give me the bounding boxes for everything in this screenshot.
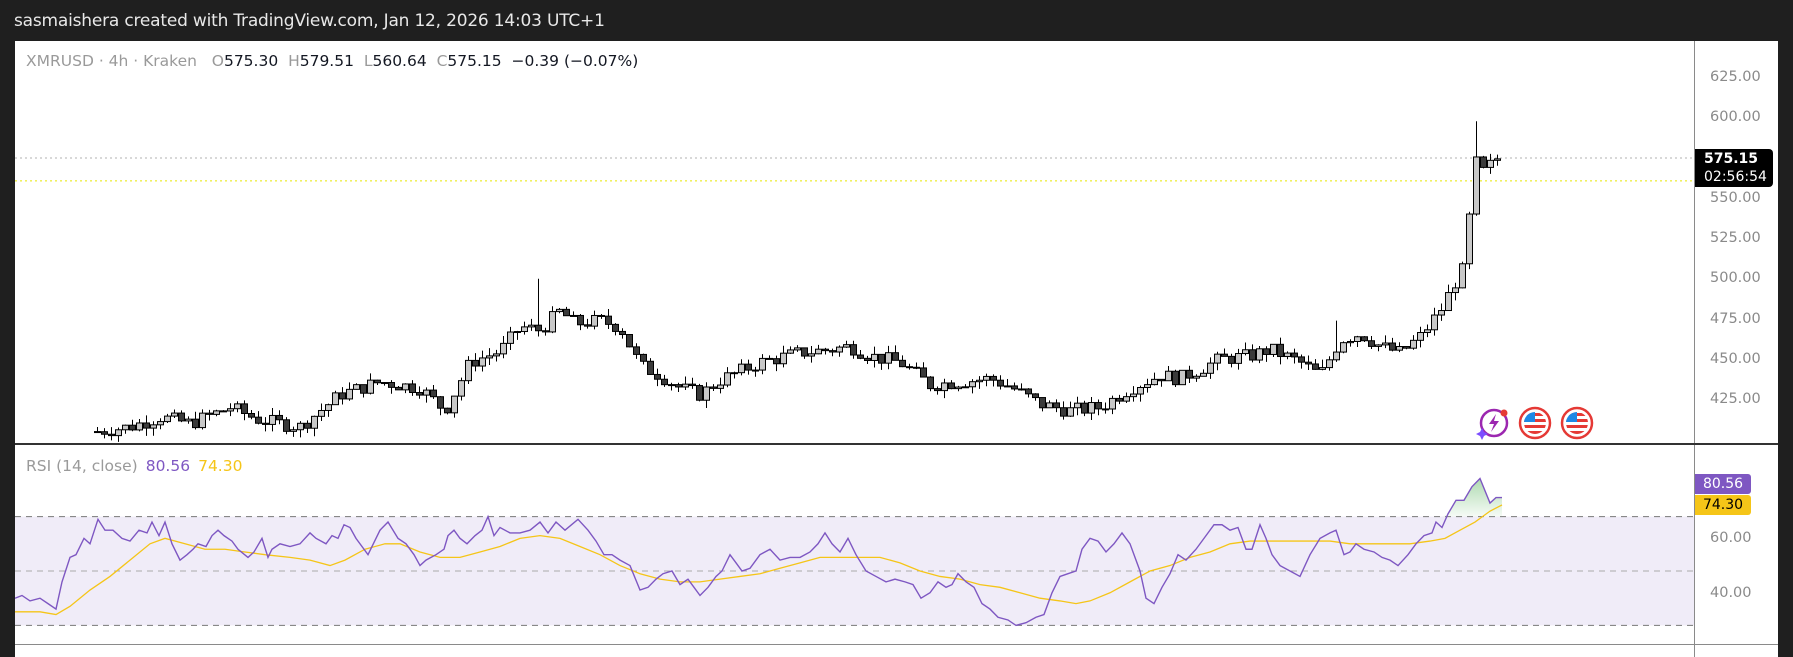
pane-separator[interactable] [15,443,1778,445]
window-edge [1778,41,1793,657]
high-label: H [288,52,300,70]
price-axis-label: 500.00 [1710,270,1761,286]
rsi-ma-value: 74.30 [198,457,243,475]
open-label: O [211,52,224,70]
exchange-label: Kraken [143,52,197,70]
rsi-value: 80.56 [145,457,191,475]
high-value: 579.51 [299,52,354,70]
chart-frame[interactable]: XMRUSD · 4h · Kraken O575.30 H579.51 L56… [15,41,1778,657]
close-value: 575.15 [447,52,502,70]
interval-label[interactable]: 4h [108,52,129,70]
us-flag-icon[interactable] [1518,406,1552,440]
rsi-axis-label: 60.00 [1710,530,1752,546]
rsi-value-badge: 80.56 [1695,474,1751,494]
earnings-lightning-icon[interactable] [1476,406,1510,440]
us-flag-icon[interactable] [1560,406,1594,440]
rsi-ma-badge: 74.30 [1695,495,1751,515]
price-axis-label: 550.00 [1710,190,1761,206]
change-value: −0.39 (−0.07%) [511,52,639,70]
close-label: C [436,52,448,70]
price-axis-border [1694,41,1695,657]
last-price-badge: 575.15 02:56:54 [1695,149,1773,187]
top-bar: sasmaishera created with TradingView.com… [0,0,1793,41]
low-value: 560.64 [372,52,427,70]
symbol-legend[interactable]: XMRUSD · 4h · Kraken O575.30 H579.51 L56… [26,52,638,70]
price-axis-label: 625.00 [1710,69,1761,85]
rsi-legend[interactable]: RSI (14, close) 80.56 74.30 [26,457,242,475]
symbol-name[interactable]: XMRUSD [26,52,94,70]
low-label: L [363,52,373,70]
price-axis-label: 525.00 [1710,230,1761,246]
legend-separator: · [93,52,109,70]
price-axis-label: 450.00 [1710,351,1761,367]
last-price-value: 575.15 [1704,151,1759,167]
time-axis-border [15,644,1778,645]
chart-attribution-title: sasmaishera created with TradingView.com… [14,11,605,31]
rsi-axis-label: 40.00 [1710,585,1752,601]
price-axis-label: 475.00 [1710,311,1761,327]
price-chart-canvas[interactable] [15,41,1778,657]
price-axis-label: 600.00 [1710,109,1761,125]
price-axis-label: 425.00 [1710,391,1761,407]
rsi-title[interactable]: RSI (14, close) [26,457,138,475]
bar-countdown: 02:56:54 [1704,169,1767,185]
legend-separator: · [128,52,144,70]
open-value: 575.30 [223,52,279,70]
